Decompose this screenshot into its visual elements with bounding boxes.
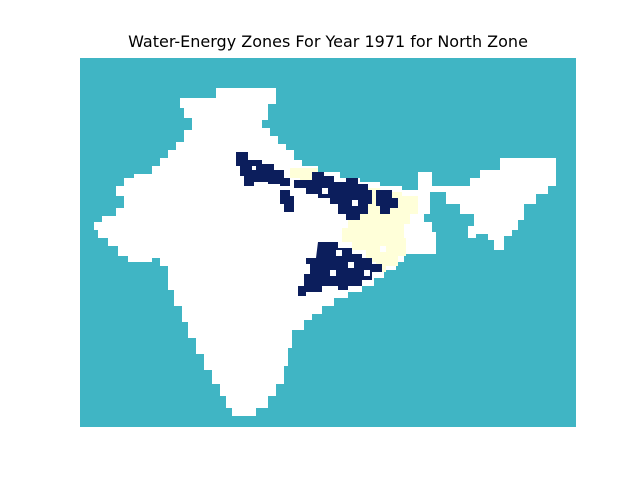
- land-hole: [364, 270, 370, 276]
- high-zone-north-central: [294, 172, 372, 220]
- land-hole: [330, 270, 336, 276]
- figure-title: Water-Energy Zones For Year 1971 for Nor…: [128, 32, 528, 51]
- land-hole: [322, 188, 328, 194]
- land-hole: [380, 246, 386, 252]
- land-hole: [336, 250, 342, 256]
- high-zone-northwest: [236, 152, 290, 186]
- land-hole: [252, 166, 256, 170]
- high-zone-central: [298, 242, 382, 296]
- land-hole: [348, 262, 354, 268]
- high-zone-east-patch: [376, 190, 398, 214]
- land-holes: [252, 166, 386, 276]
- high-zone-northwest-spur: [280, 190, 294, 212]
- land-hole: [352, 200, 358, 206]
- high-zone-cells: [236, 152, 398, 296]
